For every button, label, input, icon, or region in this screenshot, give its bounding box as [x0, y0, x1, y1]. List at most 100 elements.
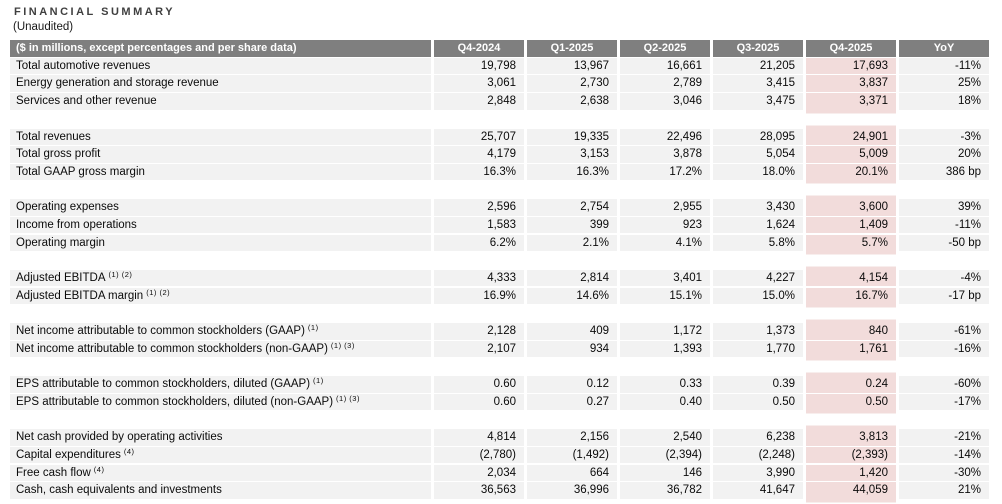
value-cell: 1,373	[713, 323, 803, 340]
yoy-cell: -11%	[899, 57, 989, 75]
page-title: FINANCIAL SUMMARY	[14, 6, 176, 18]
value-cell: 4,814	[434, 429, 524, 446]
table-row: Net income attributable to common stockh…	[10, 340, 989, 358]
yoy-cell: -3%	[899, 128, 989, 145]
value-cell: 1,393	[620, 340, 710, 358]
value-cell: 2,955	[620, 199, 710, 216]
table-row: Cash, cash equivalents and investments 36…	[10, 482, 989, 499]
yoy-cell: 39%	[899, 199, 989, 216]
row-label: Net income attributable to common stockh…	[10, 340, 431, 358]
value-cell: 923	[620, 216, 710, 234]
row-label: Cash, cash equivalents and investments	[10, 482, 431, 499]
value-cell: 36,782	[620, 482, 710, 499]
yoy-cell: 25%	[899, 75, 989, 92]
value-cell: 146	[620, 464, 710, 481]
section-spacer	[10, 182, 989, 200]
value-cell: 2,034	[434, 464, 524, 481]
value-cell: 2,156	[527, 429, 617, 446]
table-row: Total GAAP gross margin 16.3% 16.3% 17.2% 18…	[10, 163, 989, 181]
row-label: Total revenues	[10, 128, 431, 145]
yoy-cell: -14%	[899, 446, 989, 464]
yoy-cell: -4%	[899, 270, 989, 287]
value-cell: 4,227	[713, 270, 803, 287]
column-header: Q4-2025	[806, 40, 896, 57]
table-row: Income from operations 1,583 399 923 1,624 1,…	[10, 216, 989, 234]
value-cell: 3,061	[434, 75, 524, 92]
value-cell: 19,798	[434, 57, 524, 75]
table-header-row: ($ in millions, except percentages and p…	[10, 40, 989, 57]
footnote-marker: (1) (2)	[108, 270, 133, 280]
value-cell: 0.40	[620, 393, 710, 411]
table-row: Net income attributable to common stockh…	[10, 323, 989, 340]
highlighted-value-cell: 3,813	[806, 429, 896, 446]
row-label: Operating expenses	[10, 199, 431, 216]
highlighted-value-cell: 3,837	[806, 75, 896, 92]
value-cell: (2,248)	[713, 446, 803, 464]
value-cell: 5.8%	[713, 234, 803, 252]
table-row: Capital expenditures (4) (2,780) (1,492) (2,…	[10, 446, 989, 464]
column-header: Q1-2025	[527, 40, 617, 57]
footnote-marker: (1) (2)	[146, 287, 171, 297]
column-header: Q3-2025	[713, 40, 803, 57]
value-cell: 6,238	[713, 429, 803, 446]
value-cell: 1,770	[713, 340, 803, 358]
value-cell: 15.0%	[713, 287, 803, 305]
table-row: Adjusted EBITDA (1) (2) 4,333 2,814 3,401 4,2…	[10, 270, 989, 287]
value-cell: 3,878	[620, 146, 710, 163]
section-spacer	[10, 111, 989, 129]
value-cell: 2,596	[434, 199, 524, 216]
yoy-cell: -17 bp	[899, 287, 989, 305]
yoy-cell: -60%	[899, 376, 989, 393]
unaudited-note: (Unaudited)	[13, 21, 74, 33]
value-cell: 14.6%	[527, 287, 617, 305]
section-spacer	[10, 412, 989, 430]
value-cell: 25,707	[434, 128, 524, 145]
value-cell: 18.0%	[713, 163, 803, 181]
yoy-cell: -16%	[899, 340, 989, 358]
section-spacer	[10, 305, 989, 323]
highlighted-value-cell: 20.1%	[806, 163, 896, 181]
value-cell: 0.39	[713, 376, 803, 393]
value-cell: 3,153	[527, 146, 617, 163]
highlighted-value-cell: 24,901	[806, 128, 896, 145]
table-row: Adjusted EBITDA margin (1) (2) 16.9% 14.6% 1…	[10, 287, 989, 305]
value-cell: 2,107	[434, 340, 524, 358]
value-cell: 41,647	[713, 482, 803, 499]
value-cell: 0.60	[434, 376, 524, 393]
highlighted-value-cell: 5,009	[806, 146, 896, 163]
section-spacer	[10, 358, 989, 376]
value-cell: 2,638	[527, 93, 617, 110]
value-cell: (1,492)	[527, 446, 617, 464]
value-cell: 1,583	[434, 216, 524, 234]
row-label: Net cash provided by operating activitie…	[10, 429, 431, 446]
highlighted-value-cell: 0.50	[806, 393, 896, 411]
row-label: EPS attributable to common stockholders,…	[10, 376, 431, 393]
value-cell: 0.12	[527, 376, 617, 393]
yoy-cell: -21%	[899, 429, 989, 446]
column-header: YoY	[899, 40, 989, 57]
value-cell: 22,496	[620, 128, 710, 145]
value-cell: 36,996	[527, 482, 617, 499]
yoy-cell: 18%	[899, 93, 989, 110]
value-cell: 0.33	[620, 376, 710, 393]
footnote-marker: (1)	[313, 376, 324, 386]
highlighted-value-cell: 16.7%	[806, 287, 896, 305]
table-row: EPS attributable to common stockholders,…	[10, 393, 989, 411]
value-cell: 6.2%	[434, 234, 524, 252]
highlighted-value-cell: 4,154	[806, 270, 896, 287]
column-header: Q2-2025	[620, 40, 710, 57]
value-cell: 3,475	[713, 93, 803, 110]
value-cell: 399	[527, 216, 617, 234]
value-cell: 0.50	[713, 393, 803, 411]
value-cell: 0.27	[527, 393, 617, 411]
table-row: Net cash provided by operating activitie…	[10, 429, 989, 446]
value-cell: 2,754	[527, 199, 617, 216]
table-row: EPS attributable to common stockholders,…	[10, 376, 989, 393]
value-cell: 2,814	[527, 270, 617, 287]
row-label: Energy generation and storage revenue	[10, 75, 431, 92]
highlighted-value-cell: 17,693	[806, 57, 896, 75]
financial-summary-table: ($ in millions, except percentages and p…	[10, 40, 989, 500]
yoy-cell: -61%	[899, 323, 989, 340]
value-cell: (2,780)	[434, 446, 524, 464]
footnote-marker: (1) (3)	[336, 393, 360, 403]
